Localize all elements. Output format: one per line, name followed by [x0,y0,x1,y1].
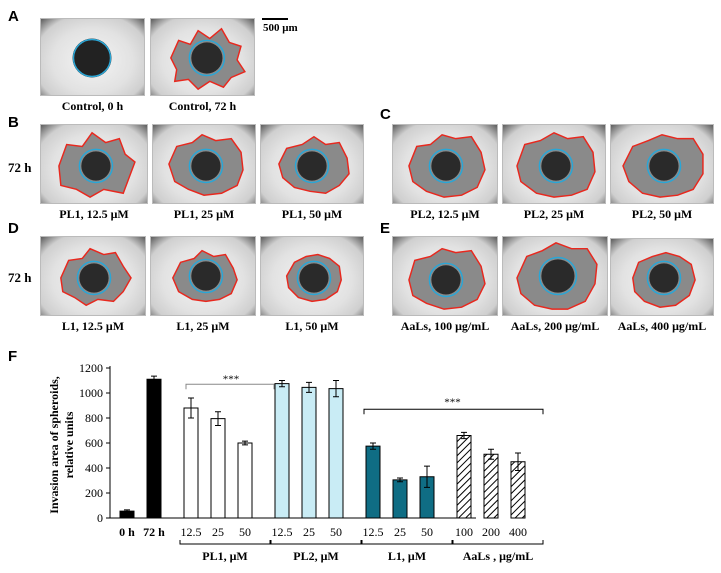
caption-aals-400: AaLs, 400 μg/mL [617,319,707,333]
micrograph-control-72h [150,18,255,96]
x-tick-label: 12.5 [181,525,202,539]
bar [146,378,162,519]
significance-bracket [363,408,544,415]
panel-label-d: D [8,220,19,237]
significance-bracket [185,383,275,390]
micrograph-l1-25 [150,236,256,316]
group-label: PL1, μM [202,549,247,563]
y-tick-label: 400 [85,461,103,475]
caption-aals-200: AaLs, 200 μg/mL [510,319,600,333]
caption-pl2-50: PL2, 50 μM [631,207,693,221]
bar [483,453,499,519]
y-tick-label: 200 [85,486,103,500]
micrograph-aals-100 [392,236,498,316]
scale-bar-label: 500 μm [263,22,298,34]
caption-l1-12: L1, 12.5 μM [61,319,125,333]
caption-pl2-25: PL2, 25 μM [523,207,585,221]
group-bracket [270,540,362,545]
significance-label: *** [444,396,461,408]
micrograph-l1-50 [260,236,364,316]
time-label-b: 72 h [8,160,32,175]
micrograph-pl1-50 [260,124,364,204]
caption-l1-50: L1, 50 μM [285,319,339,333]
group-label: AaLs , μg/mL [463,549,533,563]
micrograph-aals-400 [610,238,714,316]
bar [301,386,317,519]
bar [183,407,199,519]
scale-bar [262,18,288,20]
micrograph-pl2-12 [392,124,498,204]
bar [210,418,226,519]
caption-l1-25: L1, 25 μM [176,319,230,333]
time-label-d: 72 h [8,270,32,285]
caption-aals-100: AaLs, 100 μg/mL [400,319,490,333]
y-tick-label: 800 [85,411,103,425]
x-tick-label: 50 [330,525,342,539]
y-tick-label: 0 [97,511,103,525]
micrograph-pl2-50 [610,124,714,204]
micrograph-pl1-25 [152,124,256,204]
y-tick-label: 600 [85,436,103,450]
invasion-bar-chart: 0 200 400 600 800 1000 1200 Invasion area of sp… [47,361,544,563]
caption-control-0h: Control, 0 h [61,99,124,113]
caption-pl1-12: PL1, 12.5 μM [59,207,129,221]
caption-pl2-12: PL2, 12.5 μM [410,207,480,221]
bar [365,445,381,519]
bar [328,388,344,519]
group-bracket [361,540,453,545]
x-tick-label: 12.5 [272,525,293,539]
micrograph-l1-12 [40,236,146,316]
y-tick-label: 1000 [79,386,103,400]
x-tick-label: 25 [303,525,315,539]
x-tick-label: 25 [394,525,406,539]
group-bracket [179,540,271,545]
group-label: PL2, μM [293,549,338,563]
bar [274,383,290,519]
group-bracket [452,540,544,545]
significance-label: *** [223,373,240,385]
x-tick-label: 25 [212,525,224,539]
x-tick-label: 0 h [119,525,135,539]
micrograph-pl2-25 [502,124,606,204]
panel-label-f: F [8,348,18,365]
caption-pl1-50: PL1, 50 μM [281,207,343,221]
x-tick-label: 50 [239,525,251,539]
x-tick-label: 200 [482,525,500,539]
x-tick-label: 50 [421,525,433,539]
panel-label-c: C [380,106,391,123]
panel-label-a: A [8,8,19,25]
bar [392,479,408,519]
x-tick-label: 400 [509,525,527,539]
bar [237,442,253,519]
micrograph-aals-200 [502,236,608,316]
micrograph-control-0h [40,18,145,96]
x-tick-label: 72 h [143,525,165,539]
micrograph-pl1-12 [40,124,148,204]
x-tick-label: 100 [455,525,473,539]
group-label: L1, μM [388,549,426,563]
y-axis-title: Invasion area of spheroids, [47,376,61,514]
y-tick-label: 1200 [79,361,103,375]
x-tick-label: 12.5 [363,525,384,539]
y-axis-title-line2: relative units [62,411,76,478]
bar [456,435,472,519]
caption-pl1-25: PL1, 25 μM [173,207,235,221]
panel-label-e: E [380,220,391,237]
caption-control-72h: Control, 72 h [168,99,237,113]
panel-label-b: B [8,114,19,131]
